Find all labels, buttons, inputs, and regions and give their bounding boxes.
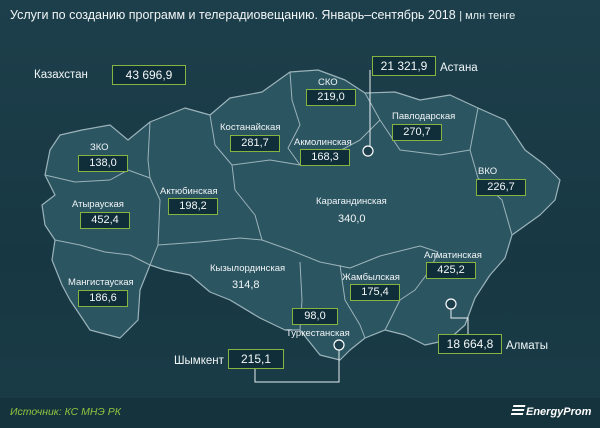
pavlodar-label: Павлодарская xyxy=(392,111,456,122)
zhambyl-value: 175,4 xyxy=(350,284,400,301)
footer-bar xyxy=(0,398,600,428)
mangystau-value: 186,6 xyxy=(78,290,128,307)
aktobe-value: 198,2 xyxy=(168,198,218,215)
shymkent-value: 215,1 xyxy=(228,349,284,369)
atyrau-value: 452,4 xyxy=(80,212,130,229)
akmola-value: 168,3 xyxy=(300,149,350,166)
aktobe-label: Актюбинская xyxy=(160,186,218,197)
title-unit: | млн тенге xyxy=(459,10,516,22)
zhambyl-label: Жамбылская xyxy=(342,272,400,283)
karaganda-label: Карагандинская xyxy=(316,196,387,207)
turkestan-label: Туркестанская xyxy=(286,328,350,339)
total-label: Казахстан xyxy=(34,69,88,81)
mangystau-label: Мангистауская xyxy=(68,277,134,288)
chart-title: Услуги по созданию программ и телерадиов… xyxy=(10,8,515,22)
source-text: Источник: КС МНЭ РК xyxy=(10,406,121,418)
astana-marker xyxy=(362,145,374,157)
pavlodar-value: 270,7 xyxy=(392,124,442,141)
astana-label: Астана xyxy=(440,62,478,74)
astana-value: 21 321,9 xyxy=(372,56,436,76)
title-text: Услуги по созданию программ и телерадиов… xyxy=(10,8,456,22)
almaty-label: Алматы xyxy=(506,340,548,352)
sko-value: 219,0 xyxy=(306,89,356,106)
almaty-region-label: Алматинская xyxy=(424,250,482,261)
brand-name: EnergyProm xyxy=(526,406,592,418)
almaty-value: 18 664,8 xyxy=(438,334,502,354)
almaty-marker xyxy=(445,298,457,310)
vko-value: 226,7 xyxy=(476,179,526,196)
zko-label: ЗКО xyxy=(90,142,109,153)
atyrau-label: Атырауская xyxy=(72,199,124,210)
shymkent-marker xyxy=(333,339,345,351)
energyprom-logo-icon xyxy=(510,405,526,416)
turkestan-value: 98,0 xyxy=(292,308,338,325)
almaty-region-value: 425,2 xyxy=(426,262,476,279)
karaganda-value: 340,0 xyxy=(338,213,366,225)
country-outline xyxy=(41,69,561,361)
kyzylorda-label: Кызылординская xyxy=(210,263,286,274)
kostanay-value: 281,7 xyxy=(230,135,280,152)
zko-value: 138,0 xyxy=(78,155,128,172)
sko-label: СКО xyxy=(318,77,338,88)
kostanay-label: Костанайская xyxy=(220,122,281,133)
shymkent-label: Шымкент xyxy=(174,355,224,367)
brand-logo: EnergyProm xyxy=(510,405,592,418)
leader-lines xyxy=(254,70,469,383)
kyzylorda-value: 314,8 xyxy=(232,279,260,291)
total-value: 43 696,9 xyxy=(112,65,186,85)
akmola-label: Акмолинская xyxy=(294,137,352,148)
vko-label: ВКО xyxy=(478,166,498,177)
